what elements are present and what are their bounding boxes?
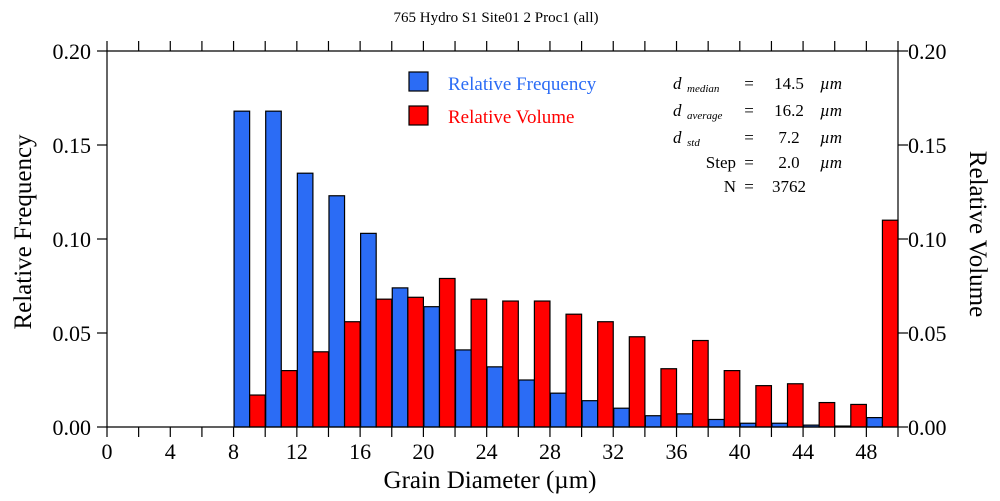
bar-frequency: [391, 287, 409, 428]
bar-volume: [565, 313, 583, 428]
bar-volume: [375, 298, 393, 428]
chart-title: 765 Hydro S1 Site01 2 Proc1 (all): [394, 10, 599, 26]
x-axis-title: Grain Diameter (µm): [384, 467, 597, 494]
y2-tick-label: 0.05: [908, 321, 947, 346]
y-tick-label: 0.20: [53, 39, 92, 64]
x-tick-label: 8: [228, 439, 239, 464]
stat-value: 16.2: [774, 101, 804, 120]
stat-equals: =: [744, 153, 754, 172]
bar-volume: [628, 336, 646, 428]
bar-frequency: [360, 232, 377, 428]
bar-volume: [597, 321, 614, 428]
x-tick-label: 0: [102, 439, 113, 464]
bar-frequency: [581, 400, 599, 428]
x-tick-label: 44: [792, 439, 814, 464]
bar-volume: [438, 277, 456, 428]
bar-volume: [502, 300, 519, 428]
stat-equals: =: [744, 74, 754, 93]
bar-frequency: [328, 195, 346, 428]
y2-tick-label: 0.15: [908, 133, 947, 158]
statistics-panel: d median = 14.5 µmd average = 16.2 µmd std = 7.2 µmS…: [673, 74, 842, 196]
legend-label-volume: Relative Volume: [448, 107, 574, 128]
stat-symbol: d: [673, 101, 682, 120]
bar-frequency: [265, 110, 282, 428]
x-tick-label: 40: [729, 439, 751, 464]
y-tick-label: 0.05: [53, 321, 92, 346]
bar-volume: [660, 368, 678, 428]
bar-frequency: [454, 349, 472, 428]
x-tick-label: 32: [602, 439, 624, 464]
bar-volume: [280, 370, 298, 428]
y2-tick-label: 0.00: [908, 415, 947, 440]
bar-frequency: [676, 413, 694, 428]
x-tick-label: 20: [412, 439, 434, 464]
stat-symbol: d: [673, 74, 682, 93]
stat-symbol: Step: [706, 153, 736, 172]
stat-unit: µm: [820, 153, 842, 172]
bar-volume: [691, 339, 709, 428]
legend-label-frequency: Relative Frequency: [448, 74, 597, 95]
bar-volume: [881, 219, 899, 428]
bar-volume: [249, 394, 266, 428]
stat-subscript: average: [687, 110, 723, 122]
legend-swatch-volume: [408, 105, 429, 126]
stat-unit: µm: [820, 128, 842, 147]
stat-value: 3762: [772, 177, 806, 196]
y2-axis-title: Relative Volume: [964, 151, 991, 317]
x-tick-label: 36: [666, 439, 688, 464]
stat-equals: =: [744, 128, 754, 147]
y2-tick-label: 0.10: [908, 227, 947, 252]
bar-volume: [850, 403, 867, 428]
bar-frequency: [549, 392, 567, 428]
y2-tick-label: 0.20: [908, 39, 947, 64]
bar-frequency: [518, 379, 535, 428]
stat-value: 14.5: [774, 74, 804, 93]
stat-value: 7.2: [778, 128, 799, 147]
bar-frequency: [486, 366, 504, 428]
bar-volume: [533, 300, 551, 428]
x-tick-label: 48: [855, 439, 877, 464]
bar-frequency: [296, 172, 314, 428]
legend-swatch-frequency: [408, 71, 429, 92]
x-tick-label: 28: [539, 439, 561, 464]
bar-volume: [470, 298, 488, 428]
bar-volume: [755, 385, 773, 428]
bar-volume: [786, 383, 804, 428]
bar-volume: [818, 401, 836, 428]
legend: Relative Frequency Relative Volume: [408, 71, 597, 128]
bar-frequency: [644, 415, 662, 428]
bar-frequency: [233, 110, 251, 428]
bar-frequency: [866, 417, 884, 428]
stat-symbol: d: [673, 128, 682, 147]
x-tick-label: 12: [286, 439, 308, 464]
y-tick-label: 0.15: [53, 133, 92, 158]
stat-subscript: median: [687, 83, 720, 95]
bar-frequency: [613, 407, 630, 428]
stat-symbol: N: [724, 177, 736, 196]
stat-value: 2.0: [778, 153, 799, 172]
x-tick-label: 4: [165, 439, 176, 464]
bar-volume: [312, 351, 330, 428]
bar-frequency: [708, 418, 725, 428]
stat-equals: =: [744, 101, 754, 120]
bar-volume: [407, 296, 424, 428]
y-axis-title: Relative Frequency: [10, 134, 37, 330]
stat-unit: µm: [820, 74, 842, 93]
ticks-group: 0 4 8 12 16 20 24 28 32 36 40 44 480.000.050.100.150…: [53, 39, 947, 464]
x-tick-label: 16: [349, 439, 371, 464]
stat-equals: =: [744, 177, 754, 196]
bar-frequency: [423, 306, 441, 428]
bar-volume: [343, 321, 361, 428]
y-tick-label: 0.00: [53, 415, 92, 440]
x-tick-label: 24: [476, 439, 498, 464]
y-tick-label: 0.10: [53, 227, 92, 252]
bars-group: [233, 110, 899, 428]
bar-volume: [723, 370, 741, 428]
stat-subscript: std: [687, 137, 700, 149]
stat-unit: µm: [820, 101, 842, 120]
